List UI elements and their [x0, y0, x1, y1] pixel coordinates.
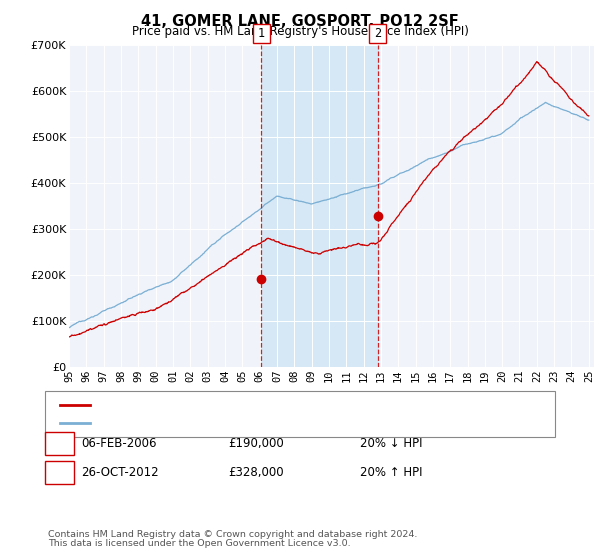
Text: 20% ↑ HPI: 20% ↑ HPI [360, 466, 422, 479]
Text: £190,000: £190,000 [228, 437, 284, 450]
Text: 26-OCT-2012: 26-OCT-2012 [81, 466, 158, 479]
Text: £328,000: £328,000 [228, 466, 284, 479]
Text: 41, GOMER LANE, GOSPORT, PO12 2SF (detached house): 41, GOMER LANE, GOSPORT, PO12 2SF (detac… [96, 400, 409, 410]
Text: 06-FEB-2006: 06-FEB-2006 [81, 437, 157, 450]
Text: 1: 1 [257, 27, 265, 40]
Text: 2: 2 [374, 27, 382, 40]
Text: Contains HM Land Registry data © Crown copyright and database right 2024.: Contains HM Land Registry data © Crown c… [48, 530, 418, 539]
Text: This data is licensed under the Open Government Licence v3.0.: This data is licensed under the Open Gov… [48, 539, 350, 548]
Text: 2: 2 [56, 466, 63, 479]
Bar [261, 45, 378, 367]
Text: 1: 1 [56, 437, 63, 450]
Text: Price paid vs. HM Land Registry's House Price Index (HPI): Price paid vs. HM Land Registry's House … [131, 25, 469, 38]
Text: HPI: Average price, detached house, Gosport: HPI: Average price, detached house, Gosp… [96, 418, 342, 428]
Text: 41, GOMER LANE, GOSPORT, PO12 2SF: 41, GOMER LANE, GOSPORT, PO12 2SF [141, 14, 459, 29]
Text: 20% ↓ HPI: 20% ↓ HPI [360, 437, 422, 450]
